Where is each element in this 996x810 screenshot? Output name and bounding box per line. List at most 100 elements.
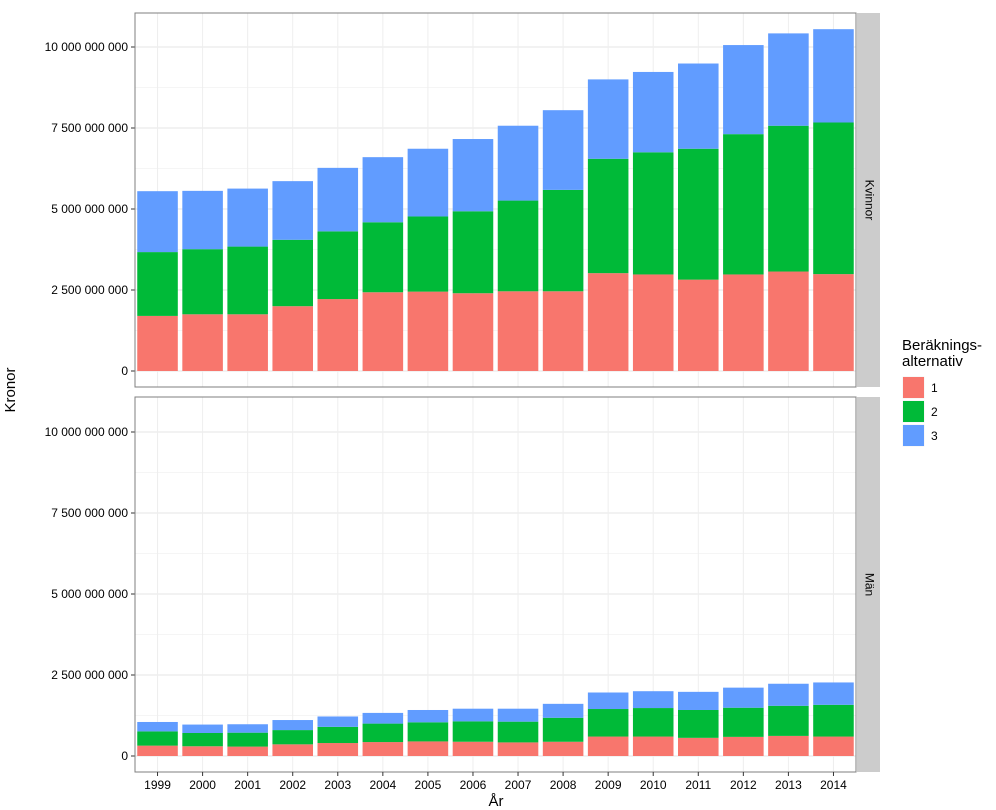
bar-kvinnor-2010-alt-1	[632, 274, 674, 371]
bar-män-2002-alt-2	[272, 730, 313, 745]
bar-män-2013-alt-2	[768, 705, 809, 736]
bar-kvinnor-2012-alt-2	[723, 134, 764, 275]
bar-kvinnor-2004-alt-1	[362, 292, 404, 371]
bar-kvinnor-2010-alt-3	[632, 71, 674, 153]
bar-män-2003-alt-3	[317, 716, 359, 727]
bar-män-2008-alt-1	[542, 741, 584, 756]
y-tick-label: 7 500 000 000	[51, 506, 128, 520]
bar-kvinnor-2009-alt-1	[587, 273, 629, 371]
x-tick-label: 2006	[460, 778, 487, 792]
bar-kvinnor-1999-alt-2	[137, 252, 178, 316]
bar-män-2012-alt-1	[723, 736, 764, 756]
bar-kvinnor-2004-alt-2	[362, 222, 404, 293]
x-axis: 1999 2000 2001 2002 2003 2004 2005 2006 2007 2008…	[144, 772, 847, 792]
bar-kvinnor-2003-alt-1	[317, 299, 359, 371]
bar-kvinnor-2002-alt-3	[272, 181, 313, 240]
facet-panel-1: 0 2 500 000 000 5 000 000 000 7 500 000 000…	[45, 396, 880, 773]
x-tick-label: 2001	[234, 778, 261, 792]
bar-män-2001-alt-3	[227, 724, 268, 733]
bar-män-2008-alt-2	[542, 717, 584, 742]
bar-kvinnor-2014-alt-3	[813, 29, 854, 123]
bar-män-2002-alt-1	[272, 744, 313, 756]
x-tick-label: 2007	[505, 778, 532, 792]
bar-kvinnor-1999-alt-3	[137, 191, 178, 253]
bar-män-1999-alt-2	[137, 731, 178, 746]
x-tick-label: 2010	[640, 778, 667, 792]
bar-män-2007-alt-3	[497, 708, 539, 722]
bar-kvinnor-2007-alt-2	[497, 200, 539, 292]
bar-kvinnor-2006-alt-3	[452, 139, 494, 212]
x-tick-label: 1999	[144, 778, 171, 792]
y-tick-label: 2 500 000 000	[51, 668, 128, 682]
facet-strip-label: Kvinnor	[862, 180, 876, 221]
facet-strip	[857, 13, 880, 387]
x-tick-label: 2012	[730, 778, 757, 792]
bar-män-2000-alt-1	[182, 746, 223, 756]
y-tick-label: 5 000 000 000	[51, 202, 128, 216]
bar-män-2004-alt-1	[362, 742, 404, 756]
bar-män-2004-alt-2	[362, 723, 404, 743]
bar-män-2009-alt-1	[587, 736, 629, 756]
bar-kvinnor-2012-alt-1	[723, 274, 764, 371]
x-tick-label: 2003	[324, 778, 351, 792]
x-axis-title: År	[489, 793, 504, 810]
bar-män-2009-alt-3	[587, 692, 629, 710]
legend-swatch-3	[903, 425, 924, 446]
bar-kvinnor-2000-alt-1	[182, 314, 223, 371]
legend-swatch-1	[903, 377, 924, 398]
bar-kvinnor-2008-alt-2	[542, 189, 584, 292]
y-tick-label: 7 500 000 000	[51, 121, 128, 135]
panel-border	[134, 12, 857, 388]
bar-män-2013-alt-1	[768, 735, 809, 756]
bar-kvinnor-2002-alt-2	[272, 239, 313, 307]
legend-label-1: 1	[931, 381, 938, 395]
bar-män-2006-alt-1	[452, 741, 494, 756]
bar-män-2005-alt-1	[407, 741, 449, 756]
bar-män-2006-alt-3	[452, 708, 494, 722]
bar-män-1999-alt-3	[137, 721, 178, 732]
bar-män-2003-alt-1	[317, 743, 359, 756]
y-tick-label: 2 500 000 000	[51, 283, 128, 297]
bar-män-2011-alt-2	[678, 709, 719, 738]
bar-män-2012-alt-3	[723, 687, 764, 708]
facet-strip	[857, 397, 880, 772]
bar-män-2008-alt-3	[542, 703, 584, 718]
bar-män-2009-alt-2	[587, 709, 629, 737]
x-tick-label: 2008	[550, 778, 577, 792]
bar-kvinnor-2011-alt-3	[678, 63, 719, 149]
bar-män-2011-alt-1	[678, 737, 719, 756]
x-tick-label: 2013	[775, 778, 802, 792]
bar-kvinnor-2006-alt-1	[452, 293, 494, 371]
legend-title: alternativ	[902, 353, 963, 370]
bar-män-2010-alt-2	[632, 708, 674, 737]
x-tick-label: 2014	[820, 778, 847, 792]
bar-män-2013-alt-3	[768, 683, 809, 706]
x-tick-label: 2005	[415, 778, 442, 792]
bar-män-2000-alt-3	[182, 724, 223, 733]
bar-män-2007-alt-1	[497, 742, 539, 756]
x-tick-label: 2002	[279, 778, 306, 792]
bar-män-2005-alt-2	[407, 722, 449, 742]
bar-kvinnor-2005-alt-1	[407, 291, 449, 371]
bar-kvinnor-2004-alt-3	[362, 157, 404, 223]
y-tick-label: 10 000 000 000	[45, 40, 129, 54]
bar-män-2000-alt-2	[182, 733, 223, 747]
bar-kvinnor-2014-alt-2	[813, 122, 854, 275]
y-tick-label: 10 000 000 000	[45, 425, 129, 439]
x-tick-label: 2004	[369, 778, 396, 792]
bar-kvinnor-2003-alt-2	[317, 231, 359, 300]
bar-män-2010-alt-1	[632, 736, 674, 756]
bar-män-1999-alt-1	[137, 745, 178, 756]
bar-kvinnor-2012-alt-3	[723, 45, 764, 135]
bar-kvinnor-2013-alt-3	[768, 33, 809, 126]
legend-label-3: 3	[931, 429, 938, 443]
bar-kvinnor-2014-alt-1	[813, 274, 854, 371]
x-tick-label: 2000	[189, 778, 216, 792]
bar-kvinnor-2008-alt-3	[542, 110, 584, 190]
bar-kvinnor-2008-alt-1	[542, 291, 584, 371]
bar-kvinnor-2013-alt-2	[768, 125, 809, 272]
bar-män-2003-alt-2	[317, 726, 359, 744]
bar-kvinnor-2011-alt-1	[678, 279, 719, 371]
bar-kvinnor-2005-alt-3	[407, 148, 449, 217]
